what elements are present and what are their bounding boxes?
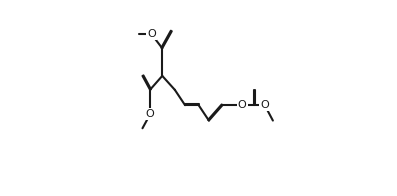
Text: O: O bbox=[260, 100, 269, 110]
Text: O: O bbox=[146, 109, 154, 119]
Text: O: O bbox=[147, 29, 156, 39]
Text: O: O bbox=[238, 100, 247, 110]
